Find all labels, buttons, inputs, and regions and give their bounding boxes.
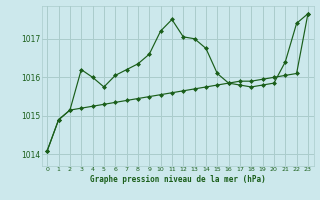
X-axis label: Graphe pression niveau de la mer (hPa): Graphe pression niveau de la mer (hPa) — [90, 175, 266, 184]
